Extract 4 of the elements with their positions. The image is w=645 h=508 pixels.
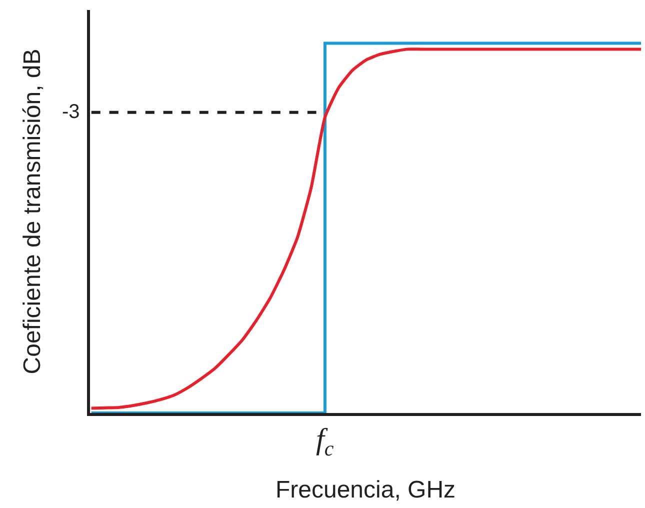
text: -3 [62, 101, 80, 123]
text: f$_{c}$ [316, 423, 334, 460]
x-axis-title: Frecuencia, GHz [275, 476, 456, 504]
y-axis-title: Coeficiente de transmisión, dB [19, 48, 46, 374]
